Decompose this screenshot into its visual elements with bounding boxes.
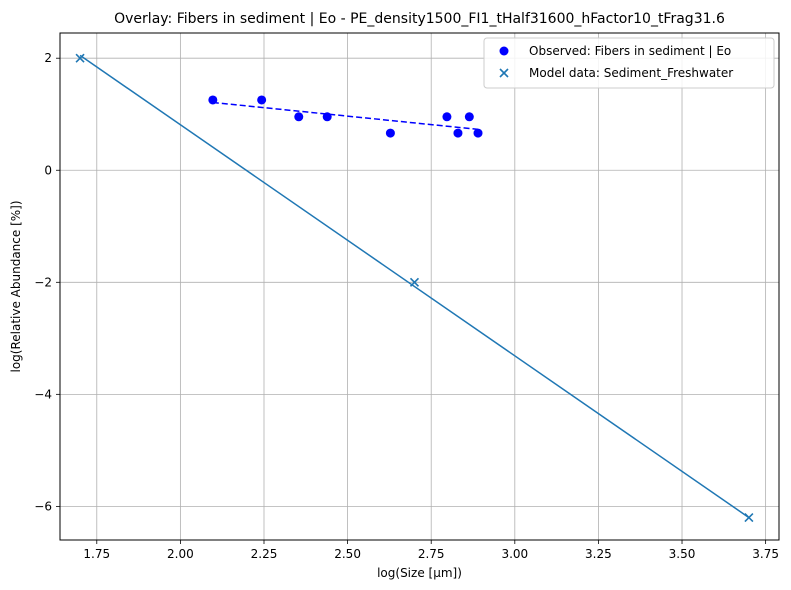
model-data-point bbox=[744, 513, 754, 523]
legend-marker-model bbox=[499, 68, 509, 78]
observed-data-point bbox=[385, 128, 395, 138]
legend: Observed: Fibers in sediment | Eo Model d… bbox=[483, 37, 775, 89]
x-tick-label: 3.50 bbox=[669, 547, 696, 561]
plot-frame bbox=[59, 32, 780, 541]
observed-data-point bbox=[442, 112, 452, 122]
legend-label: Model data: Sediment_Freshwater bbox=[529, 66, 733, 80]
chart-title: Overlay: Fibers in sediment | Eo - PE_de… bbox=[114, 11, 725, 27]
observed-data-point bbox=[453, 128, 463, 138]
y-tick-label: −4 bbox=[34, 387, 52, 401]
grid bbox=[60, 33, 779, 540]
x-axis-label: log(Size [µm]) bbox=[377, 566, 462, 580]
x-tick-label: 2.75 bbox=[418, 547, 445, 561]
observed-data-point bbox=[208, 95, 218, 105]
fit-model-line bbox=[79, 54, 750, 519]
model-marker-stroke bbox=[744, 513, 754, 523]
observed-data-point bbox=[473, 128, 483, 138]
x-tick-label: 2.50 bbox=[334, 547, 361, 561]
legend-box bbox=[483, 37, 775, 89]
fit-lines bbox=[79, 54, 750, 519]
observed-data-point bbox=[294, 112, 304, 122]
x-tick-label: 1.75 bbox=[83, 547, 110, 561]
model-data-point bbox=[409, 277, 420, 287]
observed-data-point bbox=[257, 95, 267, 105]
legend-marker-observed bbox=[499, 46, 509, 56]
x-tick-label: 3.75 bbox=[752, 547, 779, 561]
model-marker-stroke bbox=[75, 53, 85, 63]
y-tick-label: 2 bbox=[44, 51, 52, 65]
model-data-point bbox=[75, 53, 85, 63]
axis-ticks: 1.75 2.00 2.25 2.50 2.75 3.00 3.25 3.50 3.75 2 0 −2… bbox=[34, 51, 779, 561]
legend-marker-stroke bbox=[499, 68, 509, 78]
observed-data-point bbox=[464, 112, 474, 122]
y-axis-label: log(Relative Abundance [%]) bbox=[9, 200, 23, 372]
x-tick-label: 3.00 bbox=[501, 547, 528, 561]
data-markers bbox=[75, 53, 754, 523]
y-tick-label: −6 bbox=[34, 499, 52, 513]
x-tick-label: 2.00 bbox=[167, 547, 194, 561]
legend-label: Observed: Fibers in sediment | Eo bbox=[529, 44, 731, 58]
y-tick-label: −2 bbox=[34, 275, 52, 289]
model-marker-stroke bbox=[409, 277, 420, 287]
y-tick-label: 0 bbox=[44, 163, 52, 177]
x-tick-label: 3.25 bbox=[585, 547, 612, 561]
observed-data-point bbox=[322, 112, 332, 122]
fit-observed-line bbox=[212, 101, 479, 131]
x-tick-label: 2.25 bbox=[251, 547, 278, 561]
